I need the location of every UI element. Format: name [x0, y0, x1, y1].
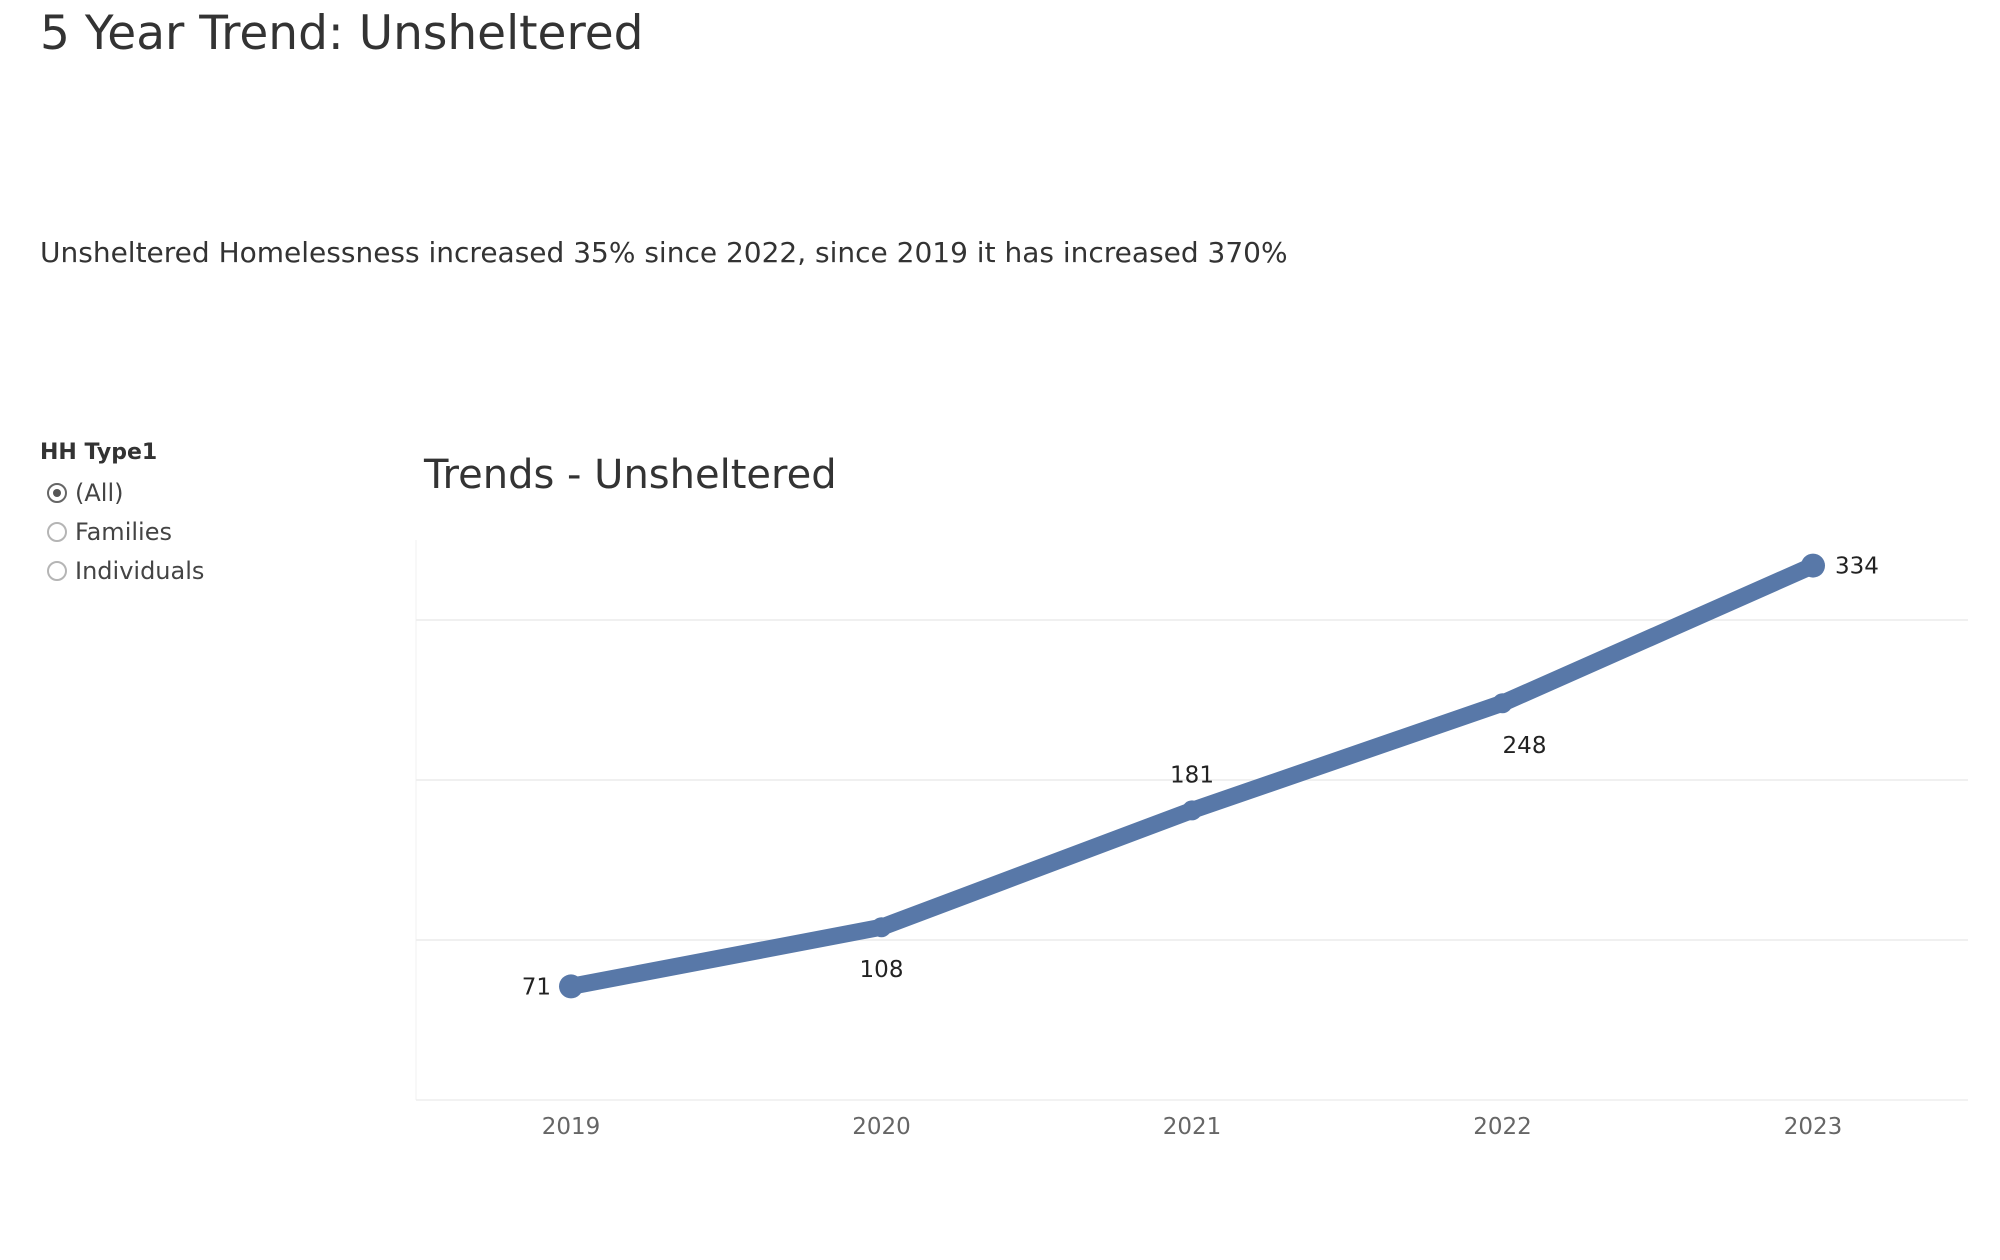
x-tick-label: 2021 [1163, 1114, 1222, 1140]
data-point [1182, 800, 1202, 821]
data-point [559, 974, 583, 999]
data-point [871, 917, 892, 938]
data-label: 181 [1170, 762, 1214, 788]
x-tick-label: 2023 [1784, 1114, 1843, 1140]
data-point [1492, 693, 1513, 714]
data-label: 334 [1835, 554, 1879, 580]
summary-text: Unsheltered Homelessness increased 35% s… [40, 236, 1288, 269]
filter-option-label: Individuals [75, 556, 205, 585]
chart-title: Trends - Unsheltered [424, 452, 837, 498]
radio-all[interactable] [47, 482, 67, 503]
x-tick-label: 2022 [1473, 1114, 1532, 1140]
x-tick-label: 2019 [542, 1114, 601, 1140]
radio-families[interactable] [47, 521, 67, 542]
data-point [1801, 553, 1825, 578]
filter-option-label: (All) [75, 478, 124, 507]
data-label: 248 [1503, 733, 1547, 759]
filter-option-families[interactable]: Families [40, 512, 340, 551]
data-label: 108 [860, 957, 904, 983]
filter-option-label: Families [75, 517, 172, 546]
filter-option-individuals[interactable]: Individuals [40, 551, 340, 590]
radio-individuals[interactable] [47, 560, 67, 581]
hh-type-filter: HH Type1 (All) Families Individuals [40, 440, 340, 590]
filter-option-all[interactable]: (All) [40, 473, 340, 512]
x-tick-label: 2020 [852, 1114, 911, 1140]
data-label: 71 [522, 974, 551, 1000]
dashboard-title: 5 Year Trend: Unsheltered [40, 6, 644, 61]
filter-title: HH Type1 [40, 440, 158, 465]
